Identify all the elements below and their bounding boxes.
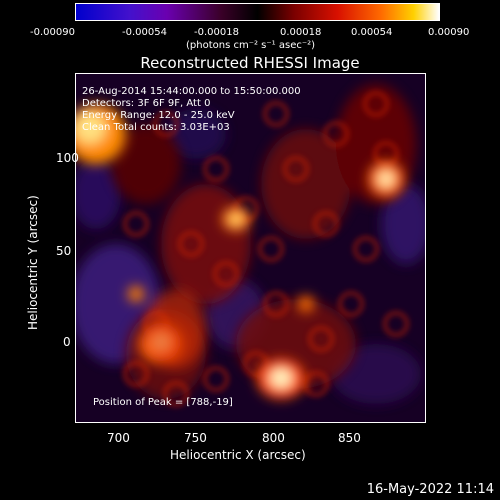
y-tick-label: 0: [63, 335, 71, 349]
colorbar-tick: -0.00090: [30, 27, 75, 38]
colorbar-tick: -0.00018: [194, 27, 239, 38]
colorbar-tick: 0.00018: [280, 27, 322, 38]
plot-timestamp: 16-May-2022 11:14: [366, 482, 494, 497]
x-axis-label: Heliocentric X (arcsec): [170, 448, 306, 462]
y-tick-label: 100: [56, 151, 79, 165]
y-tick-label: 50: [56, 244, 72, 258]
colorbar: [75, 3, 440, 21]
x-tick-label: 800: [262, 431, 285, 445]
y-axis-label: Heliocentric Y (arcsec): [26, 195, 40, 330]
peak-position: Position of Peak = [788,-19]: [93, 397, 233, 408]
rhessi-image: [75, 73, 426, 423]
x-tick-label: 700: [107, 431, 130, 445]
annotation-energy: Energy Range: 12.0 - 25.0 keV: [82, 110, 235, 121]
colorbar-units: (photons cm⁻² s⁻¹ asec⁻²): [186, 40, 316, 51]
annotation-clean: Clean Total counts: 3.03E+03: [82, 122, 230, 133]
annotation-time-range: 26-Aug-2014 15:44:00.000 to 15:50:00.000: [82, 86, 301, 97]
colorbar-tick: -0.00054: [122, 27, 167, 38]
colorbar-tick: 0.00090: [428, 27, 470, 38]
x-tick-label: 850: [338, 431, 361, 445]
annotation-detectors: Detectors: 3F 6F 9F, Att 0: [82, 98, 211, 109]
x-tick-label: 750: [184, 431, 207, 445]
colorbar-tick: 0.00054: [351, 27, 393, 38]
plot-title: Reconstructed RHESSI Image: [140, 54, 360, 72]
rhessi-image-svg: [76, 74, 425, 422]
image-annotations: 26-Aug-2014 15:44:00.000 to 15:50:00.000…: [82, 86, 301, 134]
